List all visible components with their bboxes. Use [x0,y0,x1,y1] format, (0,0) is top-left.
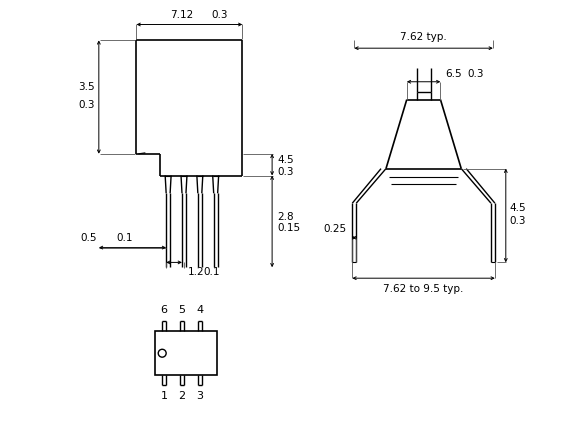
Text: 7.12: 7.12 [170,10,193,19]
Bar [155,331,217,375]
Text: 1: 1 [160,391,168,401]
Text: 0.3: 0.3 [277,167,294,177]
Text: 6: 6 [160,305,168,315]
Text: 0.3: 0.3 [510,216,526,226]
Text: 0.3: 0.3 [211,10,228,19]
Text: 0.3: 0.3 [78,100,95,110]
Text: 2.8: 2.8 [277,211,294,222]
Text: 4.5: 4.5 [510,203,526,213]
Text: 3.5: 3.5 [78,82,95,92]
Text: 0.1: 0.1 [204,267,221,278]
Text: 0.25: 0.25 [323,224,346,234]
Text: 5: 5 [179,305,185,315]
Text: 4.5: 4.5 [277,155,294,165]
Text: 0.15: 0.15 [277,223,300,233]
Text: 4: 4 [196,305,204,315]
Text: 0.3: 0.3 [467,69,484,79]
Text: 7.62 typ.: 7.62 typ. [400,32,447,42]
Text: 7.62 to 9.5 typ.: 7.62 to 9.5 typ. [383,284,464,294]
Text: 2: 2 [179,391,185,401]
Text: 1.2: 1.2 [188,267,205,278]
Text: 3: 3 [196,391,204,401]
Text: 0.1: 0.1 [117,233,133,242]
Text: 6.5: 6.5 [446,69,462,79]
Text: 0.5: 0.5 [81,233,97,242]
